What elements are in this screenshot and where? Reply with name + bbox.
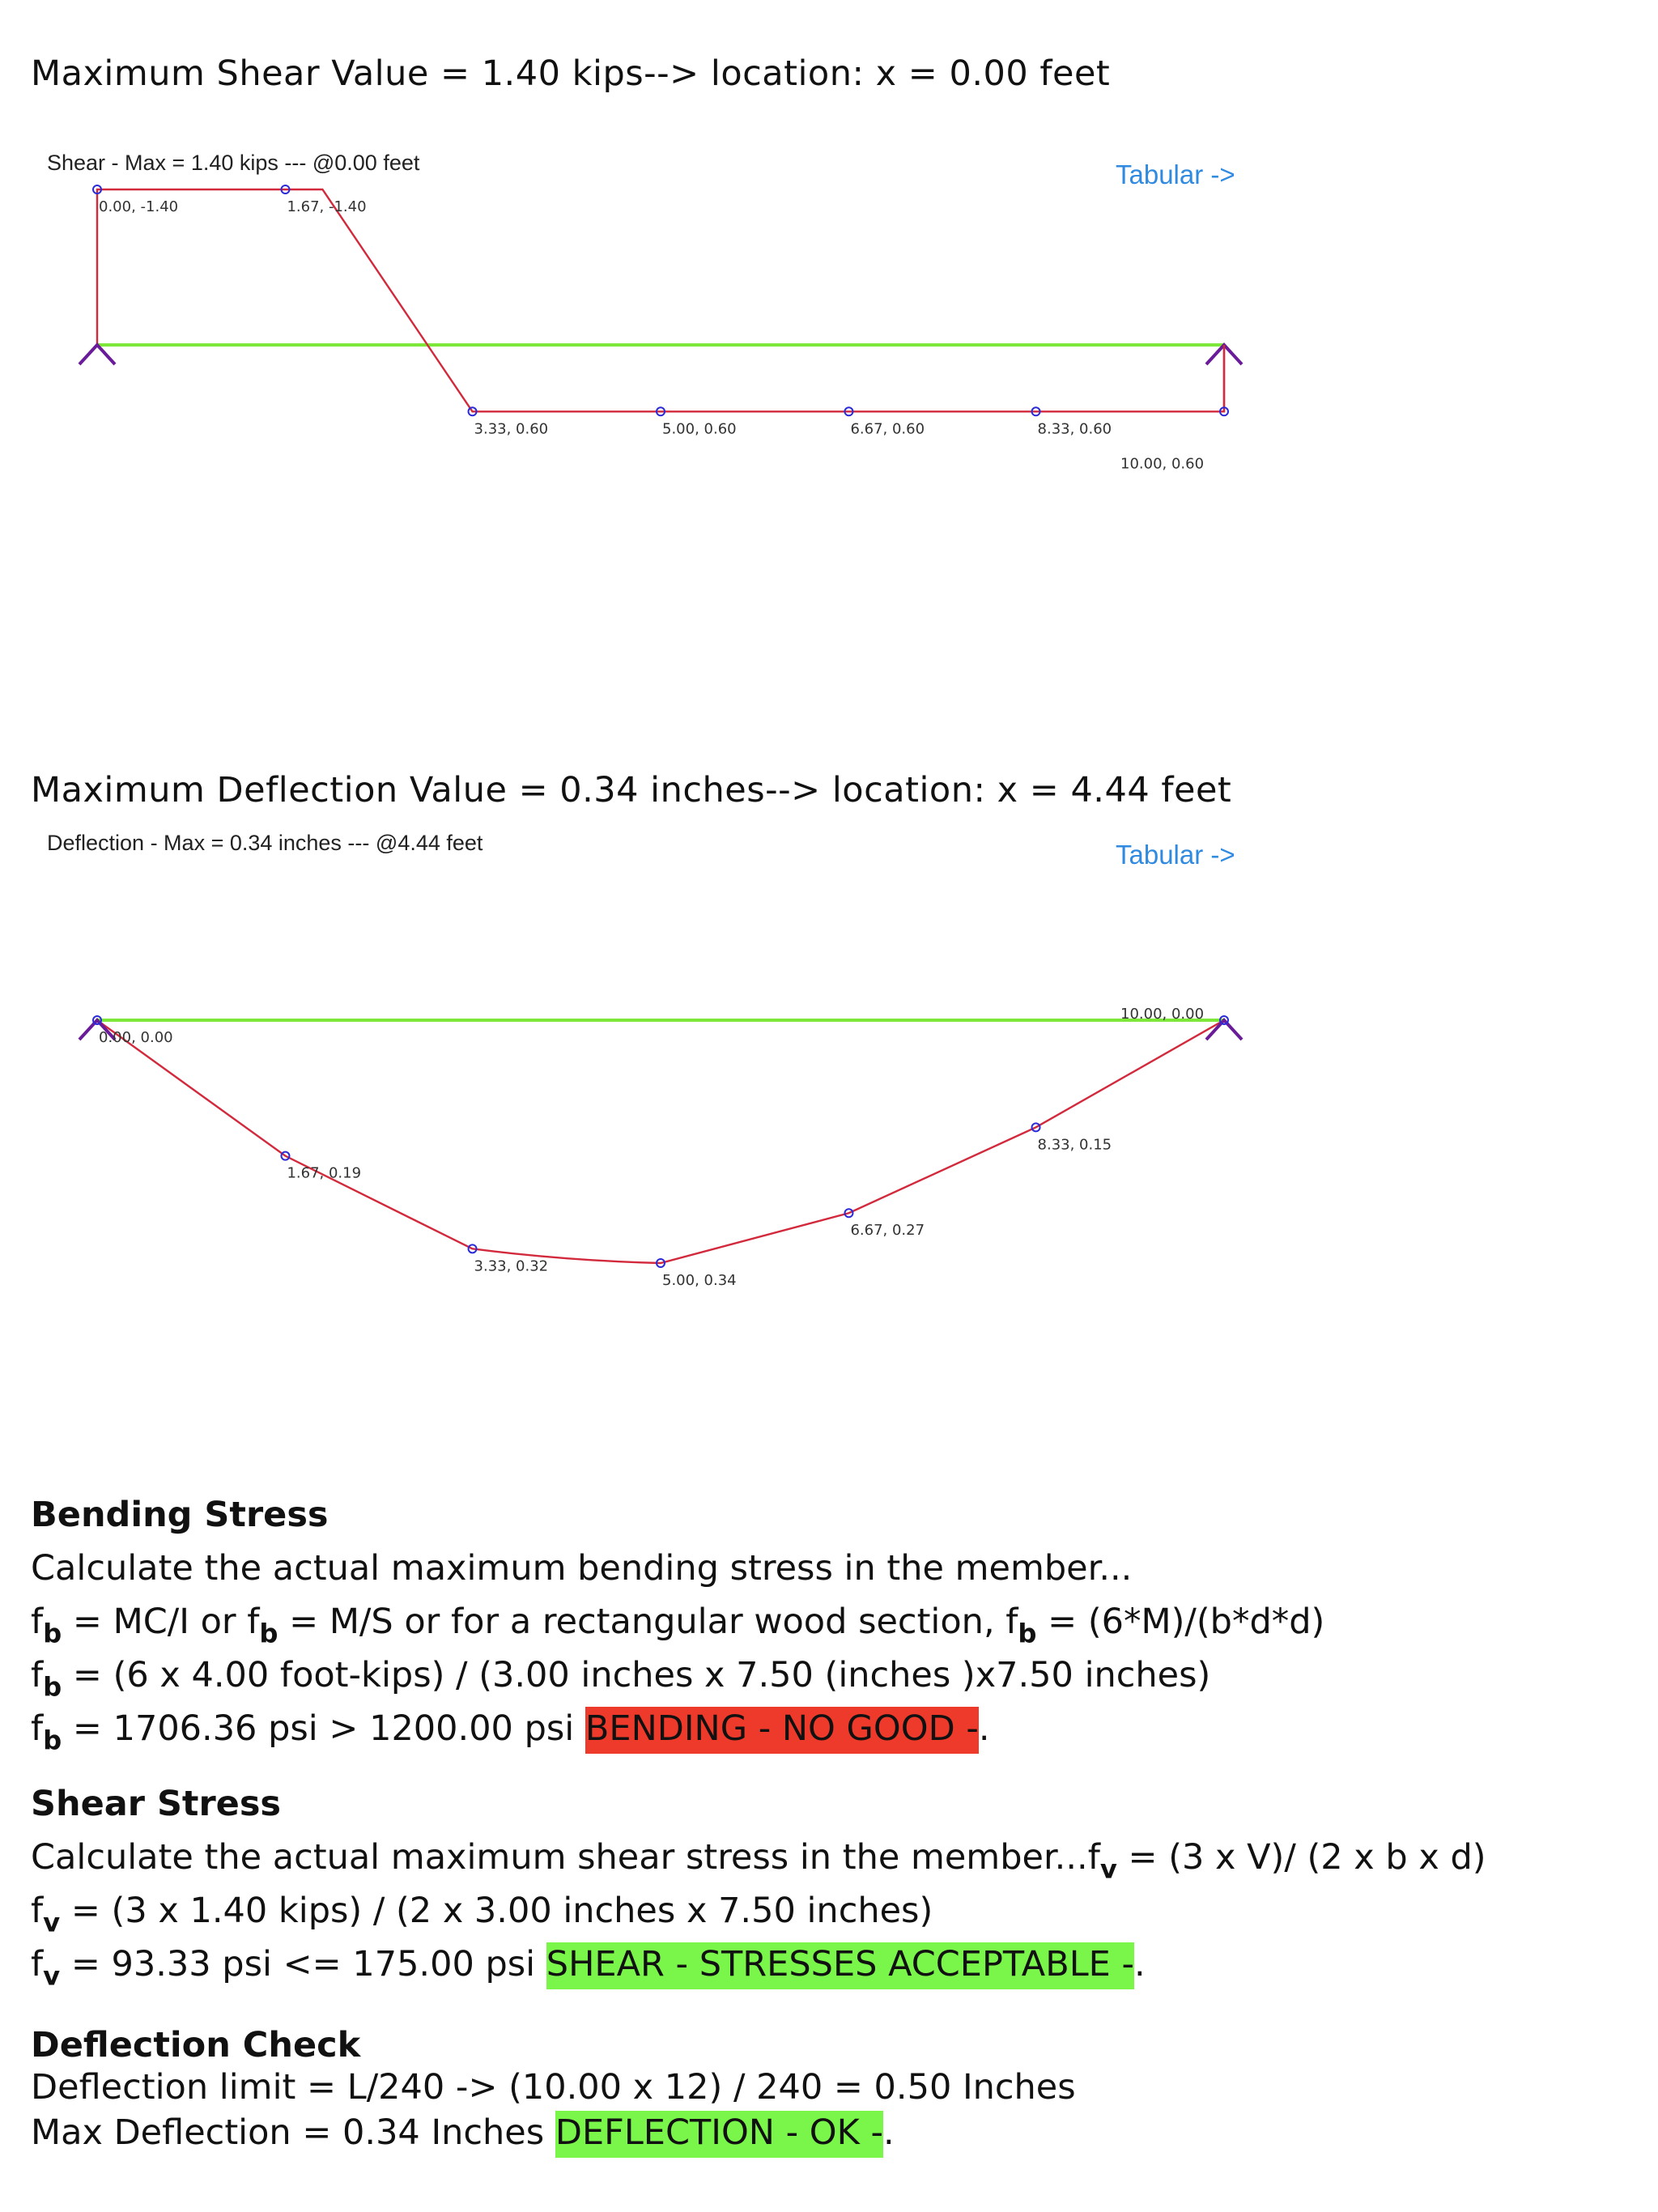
shear-point-marker: [1031, 406, 1041, 417]
shear-stress-formula: Calculate the actual maximum shear stres…: [31, 1837, 1486, 1885]
shear-point-label: 5.00, 0.60: [662, 420, 737, 437]
shear-chart-title: Shear - Max = 1.40 kips --- @0.00 feet: [47, 151, 420, 175]
shear-point-label: 0.00, -1.40: [99, 198, 178, 215]
deflection-tabular-link[interactable]: Tabular ->: [1116, 840, 1235, 870]
shear-stress-section: Shear Stress Calculate the actual maximu…: [31, 1777, 1486, 1991]
deflection-point-marker: [1219, 1015, 1229, 1025]
deflection-limit-line: Deflection limit = L/240 -> (10.00 x 12)…: [31, 2067, 1076, 2108]
shear-heading: Maximum Shear Value = 1.40 kips--> locat…: [31, 53, 1111, 94]
shear-stress-heading: Shear Stress: [31, 1784, 282, 1824]
shear-point-label: 8.33, 0.60: [1038, 420, 1112, 437]
shear-point-marker: [280, 185, 291, 194]
deflection-point-label: 3.33, 0.32: [474, 1257, 549, 1274]
shear-point-label: 6.67, 0.60: [850, 420, 925, 437]
deflection-point-label: 6.67, 0.27: [850, 1222, 925, 1239]
deflection-chart-title: Deflection - Max = 0.34 inches --- @4.44…: [47, 831, 483, 855]
deflection-check-heading: Deflection Check: [31, 2025, 361, 2065]
shear-point-marker: [92, 185, 102, 194]
deflection-point-label: 10.00, 0.00: [1120, 1006, 1204, 1023]
max-deflection-line: Max Deflection = 0.34 Inches DEFLECTION …: [31, 2106, 1076, 2158]
shear-point-label: 3.33, 0.60: [474, 420, 549, 437]
deflection-point-label: 5.00, 0.34: [662, 1272, 737, 1289]
shear-point-marker: [656, 406, 665, 417]
shear-point-marker: [844, 406, 854, 417]
shear-chart: 0.00, -1.40 1.67, -1.40 3.33, 0.60 5.00, 0.…: [78, 185, 1244, 472]
bending-stress-section: Bending Stress Calculate the actual maxi…: [31, 1488, 1324, 1755]
bending-status-badge: BENDING - NO GOOD -: [585, 1707, 979, 1754]
shear-point-marker: [467, 406, 478, 417]
deflection-chart: 0.00, 0.00 1.67, 0.19 3.33, 0.32 5.00, 0.34…: [78, 1006, 1244, 1289]
shear-stress-substitution: fv = (3 x 1.40 kips) / (2 x 3.00 inches …: [31, 1891, 933, 1938]
right-support-icon: [1205, 1018, 1244, 1041]
shear-point-label: 10.00, 0.60: [1120, 455, 1204, 472]
deflection-point-marker: [844, 1208, 854, 1219]
deflection-check-section: Deflection Check Deflection limit = L/24…: [31, 2018, 1076, 2158]
shear-tabular-link[interactable]: Tabular ->: [1116, 160, 1235, 189]
deflection-point-label: 1.67, 0.19: [287, 1165, 361, 1182]
deflection-point-marker: [656, 1258, 665, 1268]
deflection-point-marker: [1031, 1122, 1041, 1133]
deflection-heading: Maximum Deflection Value = 0.34 inches--…: [31, 770, 1232, 810]
deflection-point-marker: [92, 1015, 102, 1025]
deflection-point-label: 0.00, 0.00: [99, 1029, 173, 1046]
bending-heading: Bending Stress: [31, 1495, 329, 1535]
deflection-series-line: [96, 1019, 1225, 1265]
shear-point-marker: [1219, 406, 1229, 417]
shear-stress-result: fv = 93.33 psi <= 175.00 psi SHEAR - STR…: [31, 1942, 1146, 1992]
bending-formula: fb = MC/I or fb = M/S or for a rectangul…: [31, 1602, 1325, 1649]
deflection-point-marker: [467, 1244, 478, 1254]
deflection-status-badge: DEFLECTION - OK -: [555, 2111, 884, 2158]
shear-series-line: [96, 188, 1226, 413]
deflection-point-label: 8.33, 0.15: [1038, 1136, 1112, 1153]
shear-status-badge: SHEAR - STRESSES ACCEPTABLE -: [546, 1942, 1135, 1989]
deflection-point-marker: [280, 1151, 291, 1161]
bending-intro: Calculate the actual maximum bending str…: [31, 1548, 1133, 1589]
shear-point-label: 1.67, -1.40: [287, 198, 366, 215]
left-support-icon: [78, 342, 117, 366]
left-support-icon: [78, 1018, 117, 1041]
bending-substitution: fb = (6 x 4.00 foot-kips) / (3.00 inches…: [31, 1655, 1211, 1703]
bending-result: fb = 1706.36 psi > 1200.00 psi BENDING -…: [31, 1707, 990, 1756]
